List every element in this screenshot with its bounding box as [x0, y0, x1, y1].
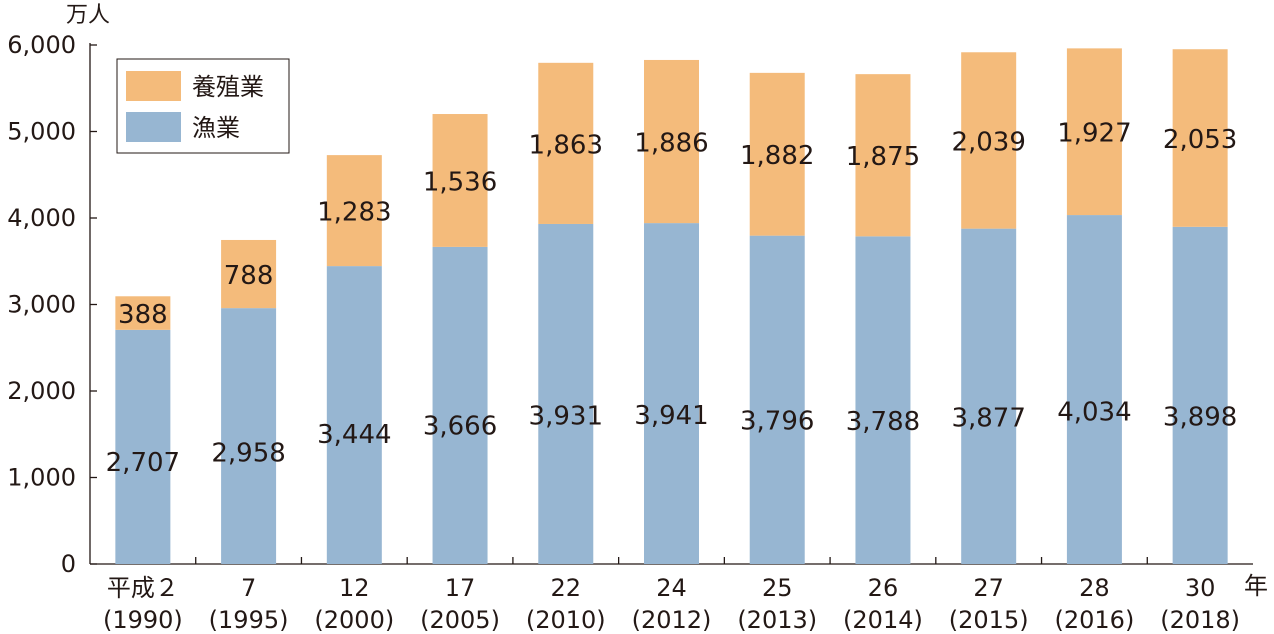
bar-fishery [855, 236, 911, 564]
bar-aquaculture [538, 62, 594, 224]
axes: 0 1,000 2,000 3,000 4,000 5,000 6,000 平成２ (1990)… [7, 31, 1253, 634]
data-label-aquaculture: 1,875 [846, 142, 920, 172]
y-axis-unit: 万人 [66, 3, 110, 28]
y-tick-label: 6,000 [7, 31, 76, 59]
bar-aquaculture [432, 114, 488, 247]
data-labels: 2,707 388 2,958 788 3,444 1,283 3,666 1,536 3,93… [106, 119, 1238, 478]
x-tick-year-label: (1995) [209, 606, 289, 634]
x-tick-year-label: (2014) [843, 606, 923, 634]
data-label-aquaculture: 388 [118, 300, 168, 330]
x-tick-label: 平成２ [107, 574, 179, 602]
x-tick-year-label: (2012) [632, 606, 712, 634]
bar-fishery [221, 308, 277, 564]
bar-fishery [1066, 215, 1122, 564]
data-label-aquaculture: 1,927 [1057, 119, 1131, 149]
legend-label-fishery: 漁業 [192, 114, 240, 142]
x-tick-year-label: (1990) [103, 606, 183, 634]
x-tick-year-label: (2000) [314, 606, 394, 634]
x-tick-year-label: (2013) [737, 606, 817, 634]
x-tick-label: 26 [868, 574, 899, 602]
legend: 養殖業 漁業 [116, 58, 290, 154]
data-label-aquaculture: 1,882 [740, 141, 814, 171]
x-tick-label: 30 [1185, 574, 1216, 602]
data-label-aquaculture: 788 [224, 261, 274, 291]
x-tick-year-label: (2005) [420, 606, 500, 634]
bar-fishery [961, 228, 1017, 564]
x-axis-unit: 年 [1244, 572, 1268, 600]
data-label-fishery: 3,931 [529, 401, 603, 431]
bar-aquaculture [1172, 49, 1228, 227]
data-label-fishery: 3,666 [423, 411, 497, 441]
data-label-aquaculture: 1,536 [423, 167, 497, 197]
bar-aquaculture [326, 155, 382, 267]
data-label-fishery: 4,034 [1057, 397, 1131, 427]
x-tick-year-label: (2016) [1055, 606, 1135, 634]
x-tick-label: 24 [656, 574, 687, 602]
data-label-fishery: 2,707 [106, 448, 180, 478]
x-tick-year-label: (2018) [1160, 606, 1240, 634]
data-label-fishery: 3,796 [740, 407, 814, 437]
data-label-fishery: 3,877 [951, 403, 1025, 433]
x-tick-label: 27 [973, 574, 1004, 602]
bar-fishery [644, 223, 699, 564]
x-tick-year-label: (2010) [526, 606, 606, 634]
y-tick-label: 3,000 [7, 291, 76, 319]
bar-aquaculture [115, 296, 171, 330]
y-tick-label: 1,000 [7, 464, 76, 492]
x-tick-label: 7 [241, 574, 256, 602]
bar-aquaculture [1066, 48, 1122, 216]
bar-aquaculture [221, 239, 277, 309]
data-label-aquaculture: 2,053 [1163, 125, 1237, 155]
bar-fishery [538, 223, 594, 564]
x-tick-label: 25 [762, 574, 793, 602]
data-label-aquaculture: 1,863 [529, 130, 603, 160]
x-tick-year-label: (2015) [949, 606, 1029, 634]
data-label-fishery: 2,958 [211, 438, 285, 468]
bars [115, 48, 1228, 565]
x-tick-label: 12 [339, 574, 370, 602]
data-label-fishery: 3,941 [634, 401, 708, 431]
data-label-aquaculture: 1,283 [317, 198, 391, 228]
legend-swatch-fishery [126, 112, 181, 142]
x-tick-label: 22 [550, 574, 581, 602]
y-tick-label: 2,000 [7, 377, 76, 405]
legend-swatch-aquaculture [126, 71, 181, 101]
y-tick-label: 4,000 [7, 204, 76, 232]
data-label-fishery: 3,898 [1163, 403, 1237, 433]
data-label-aquaculture: 2,039 [951, 127, 1025, 157]
bar-aquaculture [961, 52, 1017, 229]
bar-fishery [749, 235, 805, 564]
bar-aquaculture [855, 74, 911, 237]
data-label-fishery: 3,444 [317, 420, 391, 450]
bar-fishery [326, 266, 382, 564]
bar-aquaculture [644, 59, 699, 224]
x-tick-label: 17 [445, 574, 476, 602]
bar-fishery [1172, 226, 1228, 564]
x-tick-label: 28 [1079, 574, 1110, 602]
bar-aquaculture [749, 72, 805, 236]
legend-label-aquaculture: 養殖業 [192, 73, 264, 101]
data-label-aquaculture: 1,886 [634, 129, 708, 159]
y-tick-label: 5,000 [7, 118, 76, 146]
y-tick-label: 0 [61, 550, 76, 578]
bar-fishery [115, 329, 171, 564]
data-label-fishery: 3,788 [846, 407, 920, 437]
bar-fishery [432, 246, 488, 565]
